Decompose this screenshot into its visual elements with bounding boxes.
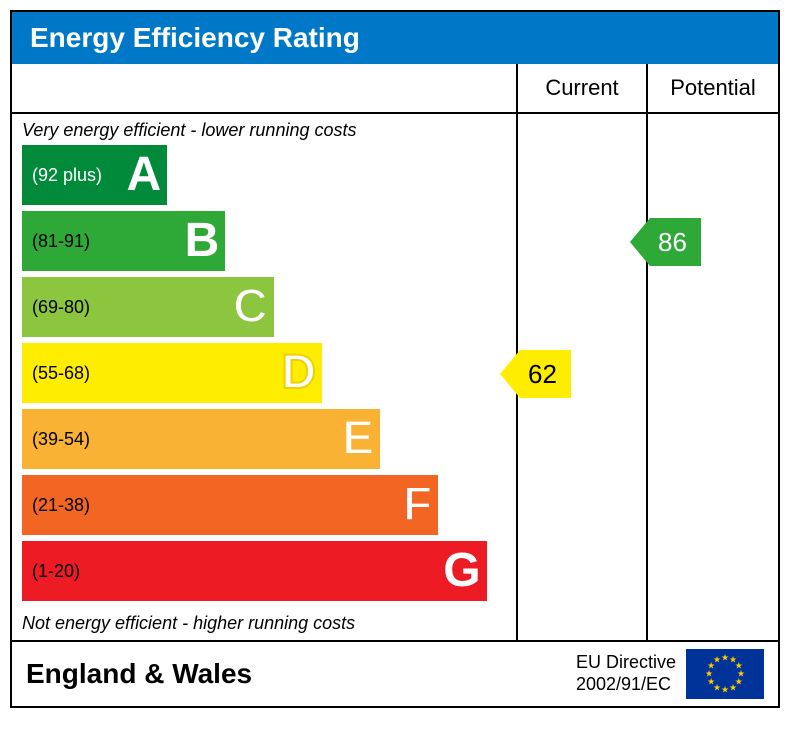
bands-column: Very energy efficient - lower running co…: [12, 64, 518, 640]
pointer-value: 62: [520, 350, 571, 398]
footer-region: England & Wales: [26, 658, 576, 690]
band-letter: C: [233, 283, 268, 331]
band-b: (81-91) B: [22, 211, 225, 271]
potential-pointer: 86: [630, 218, 701, 266]
potential-header: Potential: [648, 64, 778, 114]
band-letter: F: [403, 481, 432, 529]
eu-star-icon: ★: [721, 685, 729, 696]
band-range: (92 plus): [22, 165, 102, 186]
band-letter: G: [443, 547, 480, 595]
footer-directive: EU Directive 2002/91/EC: [576, 652, 676, 695]
current-body: 62: [518, 114, 646, 640]
footer: England & Wales EU Directive 2002/91/EC …: [12, 640, 778, 706]
current-pointer: 62: [500, 350, 571, 398]
band-letter: B: [185, 217, 220, 265]
band-range: (55-68): [22, 363, 90, 384]
title-bar: Energy Efficiency Rating: [12, 12, 778, 64]
bands-list: (92 plus) A (81-91) B (69-80) C (55-68) D (39-54…: [12, 145, 516, 601]
pointer-arrow-icon: [500, 350, 520, 398]
band-d: (55-68) D: [22, 343, 322, 403]
eu-star-icon: ★: [713, 655, 721, 666]
band-letter: D: [281, 349, 316, 397]
chart-body: Very energy efficient - lower running co…: [12, 64, 778, 640]
band-range: (21-38): [22, 495, 90, 516]
band-range: (81-91): [22, 231, 90, 252]
band-f: (21-38) F: [22, 475, 438, 535]
band-letter: A: [127, 151, 162, 199]
eu-flag-icon: ★★★★★★★★★★★★: [686, 649, 764, 699]
band-e: (39-54) E: [22, 409, 380, 469]
potential-body: 86: [648, 114, 778, 640]
pointer-arrow-icon: [630, 218, 650, 266]
band-range: (69-80): [22, 297, 90, 318]
bands-header-blank: [12, 64, 516, 114]
band-a: (92 plus) A: [22, 145, 167, 205]
band-c: (69-80) C: [22, 277, 274, 337]
current-header: Current: [518, 64, 646, 114]
directive-line1: EU Directive: [576, 652, 676, 674]
band-letter: E: [342, 415, 374, 463]
band-g: (1-20) G: [22, 541, 487, 601]
directive-line2: 2002/91/EC: [576, 674, 676, 696]
band-range: (39-54): [22, 429, 90, 450]
eu-star-icon: ★: [721, 653, 729, 664]
pointer-value: 86: [650, 218, 701, 266]
epc-chart: Energy Efficiency Rating Very energy eff…: [10, 10, 780, 708]
bands-area-wrapper: Very energy efficient - lower running co…: [12, 114, 516, 640]
band-range: (1-20): [22, 561, 80, 582]
subtitle-top: Very energy efficient - lower running co…: [12, 114, 516, 145]
current-column: Current 62: [518, 64, 648, 640]
subtitle-bottom: Not energy efficient - higher running co…: [12, 607, 516, 638]
potential-column: Potential 86: [648, 64, 778, 640]
eu-star-icon: ★: [729, 682, 737, 693]
